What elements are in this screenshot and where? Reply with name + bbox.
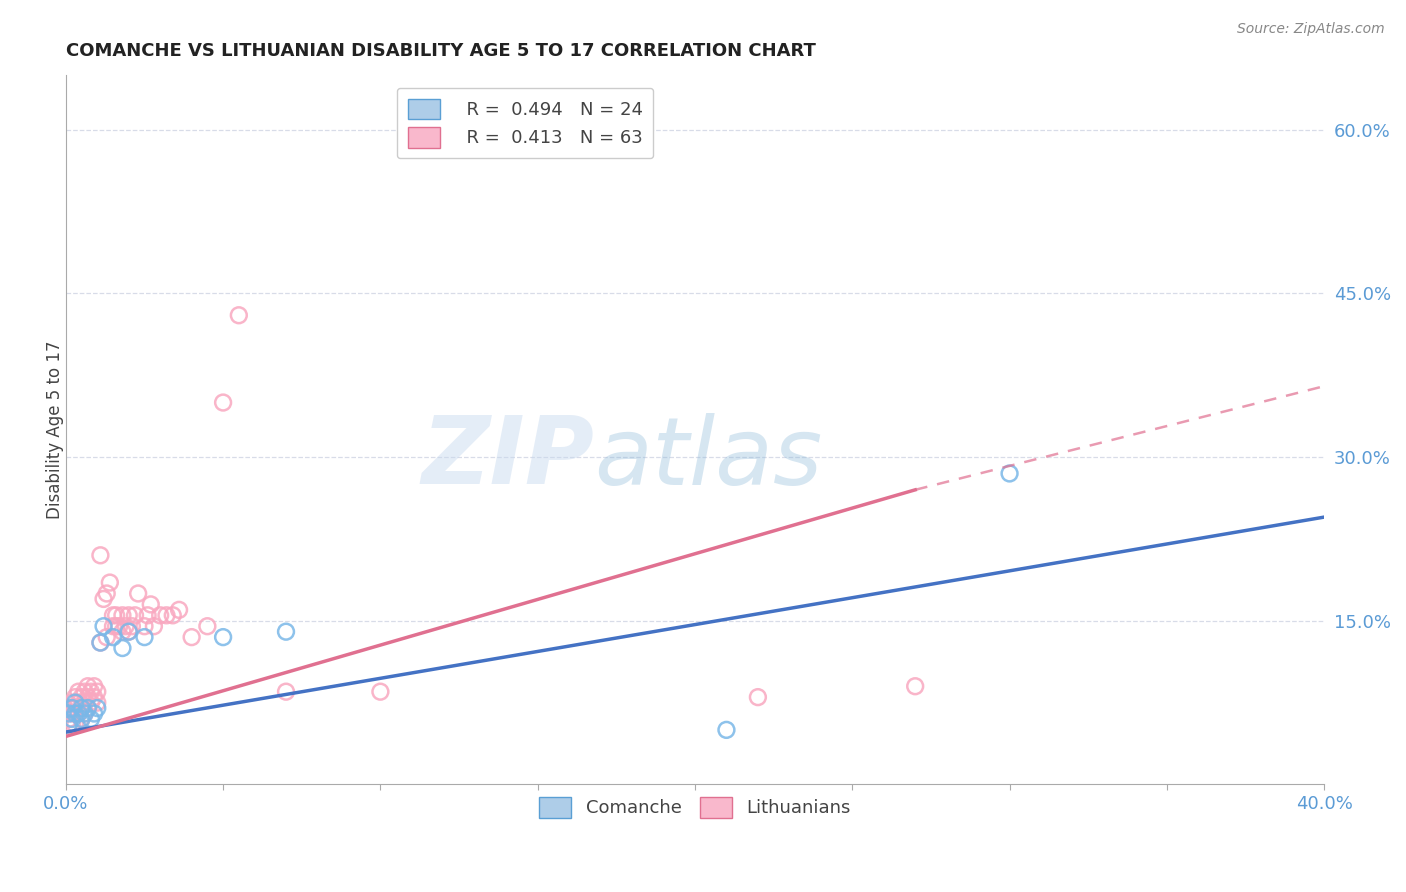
Text: ZIP: ZIP	[422, 412, 595, 504]
Point	[83, 706, 105, 721]
Point	[96, 630, 118, 644]
Point	[111, 641, 134, 656]
Point	[747, 690, 769, 705]
Point	[60, 717, 83, 731]
Point	[134, 630, 156, 644]
Point	[111, 624, 134, 639]
Point	[114, 619, 136, 633]
Point	[89, 635, 111, 649]
Point	[73, 706, 96, 721]
Point	[370, 684, 392, 698]
Point	[86, 696, 108, 710]
Point	[136, 608, 159, 623]
Point	[70, 712, 93, 726]
Point	[60, 701, 83, 715]
Point	[65, 696, 87, 710]
Point	[67, 706, 90, 721]
Point	[118, 624, 141, 639]
Point	[904, 679, 927, 693]
Point	[195, 619, 218, 633]
Point	[60, 696, 83, 710]
Point	[73, 706, 96, 721]
Point	[96, 586, 118, 600]
Point	[93, 619, 115, 633]
Text: Source: ZipAtlas.com: Source: ZipAtlas.com	[1237, 22, 1385, 37]
Point	[118, 608, 141, 623]
Point	[58, 712, 80, 726]
Point	[67, 706, 90, 721]
Point	[86, 701, 108, 715]
Point	[65, 706, 87, 721]
Point	[111, 608, 134, 623]
Point	[89, 635, 111, 649]
Point	[716, 723, 738, 737]
Point	[121, 619, 143, 633]
Point	[86, 684, 108, 698]
Point	[142, 619, 165, 633]
Point	[83, 679, 105, 693]
Point	[76, 690, 98, 705]
Point	[76, 701, 98, 715]
Point	[60, 712, 83, 726]
Point	[162, 608, 184, 623]
Point	[998, 467, 1021, 481]
Point	[149, 608, 172, 623]
Point	[118, 624, 141, 639]
Point	[83, 690, 105, 705]
Point	[101, 630, 124, 644]
Point	[274, 684, 297, 698]
Point	[58, 717, 80, 731]
Point	[93, 591, 115, 606]
Point	[65, 717, 87, 731]
Point	[127, 586, 149, 600]
Point	[73, 684, 96, 698]
Point	[212, 395, 235, 409]
Point	[67, 684, 90, 698]
Point	[58, 701, 80, 715]
Point	[167, 603, 190, 617]
Point	[180, 630, 202, 644]
Point	[108, 619, 131, 633]
Text: atlas: atlas	[595, 413, 823, 504]
Point	[105, 608, 128, 623]
Point	[70, 712, 93, 726]
Point	[228, 308, 250, 322]
Point	[76, 679, 98, 693]
Point	[98, 575, 121, 590]
Point	[89, 549, 111, 563]
Point	[80, 696, 103, 710]
Point	[80, 712, 103, 726]
Point	[155, 608, 177, 623]
Point	[80, 684, 103, 698]
Point	[60, 706, 83, 721]
Point	[70, 701, 93, 715]
Point	[101, 608, 124, 623]
Point	[124, 608, 146, 623]
Point	[73, 696, 96, 710]
Point	[274, 624, 297, 639]
Point	[65, 690, 87, 705]
Point	[65, 701, 87, 715]
Point	[70, 701, 93, 715]
Point	[101, 619, 124, 633]
Legend: Comanche, Lithuanians: Comanche, Lithuanians	[531, 789, 858, 825]
Y-axis label: Disability Age 5 to 17: Disability Age 5 to 17	[46, 341, 63, 519]
Text: COMANCHE VS LITHUANIAN DISABILITY AGE 5 TO 17 CORRELATION CHART: COMANCHE VS LITHUANIAN DISABILITY AGE 5 …	[66, 42, 815, 60]
Point	[65, 706, 87, 721]
Point	[67, 696, 90, 710]
Point	[105, 619, 128, 633]
Point	[212, 630, 235, 644]
Point	[58, 717, 80, 731]
Point	[76, 701, 98, 715]
Point	[134, 619, 156, 633]
Point	[139, 598, 162, 612]
Point	[58, 706, 80, 721]
Point	[70, 690, 93, 705]
